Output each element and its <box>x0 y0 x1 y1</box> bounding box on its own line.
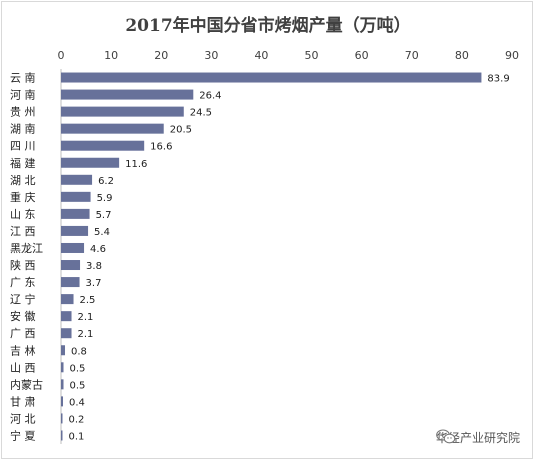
value-label: 3.8 <box>86 261 102 272</box>
category-label: 甘 肃 <box>10 395 36 408</box>
category-label: 重 庆 <box>10 190 36 204</box>
value-label: 20.5 <box>170 125 192 136</box>
category-label: 河 北 <box>10 412 36 425</box>
bar <box>61 413 63 424</box>
value-label: 0.8 <box>71 346 87 357</box>
bar <box>61 242 85 253</box>
watermark: 华经产业研究院 <box>436 429 520 446</box>
x-tick-label: 70 <box>405 49 419 62</box>
category-label: 山 西 <box>10 361 36 374</box>
x-tick-label: 20 <box>154 49 168 62</box>
category-label: 广 东 <box>10 276 36 289</box>
category-label: 山 东 <box>10 208 36 221</box>
x-tick-label: 90 <box>505 49 519 62</box>
bar <box>61 191 91 202</box>
value-label: 0.1 <box>69 431 85 442</box>
bars: 云 南 83.9 河 南 26.4 贵 州 24.5 湖 南 20.5 四 川 16.6 福 建 11… <box>10 72 510 443</box>
value-label: 0.2 <box>69 414 85 425</box>
value-label: 2.1 <box>78 312 94 323</box>
value-label: 11.6 <box>125 159 147 170</box>
bar <box>61 396 64 407</box>
bar <box>61 106 184 117</box>
bar <box>61 345 66 356</box>
bar <box>61 157 120 168</box>
category-label: 湖 南 <box>10 123 36 136</box>
value-label: 4.6 <box>90 244 106 255</box>
value-label: 2.5 <box>80 295 96 306</box>
category-label: 内蒙古 <box>10 377 43 391</box>
bar <box>61 72 482 83</box>
bar <box>61 260 81 271</box>
x-tick-label: 0 <box>58 49 65 62</box>
wechat-icon <box>436 429 456 444</box>
category-label: 贵 州 <box>10 106 36 119</box>
category-label: 河 南 <box>10 89 36 102</box>
category-label: 吉 林 <box>10 343 36 357</box>
bar <box>61 208 90 219</box>
x-tick-label: 80 <box>455 49 469 62</box>
x-tick-label: 40 <box>254 49 268 62</box>
value-label: 24.5 <box>190 108 212 119</box>
bar <box>61 140 145 151</box>
category-label: 云 南 <box>10 72 36 85</box>
value-label: 83.9 <box>487 74 509 85</box>
category-label: 辽 宁 <box>10 292 36 306</box>
bar <box>61 89 194 100</box>
value-label: 0.5 <box>70 363 86 374</box>
chart-title: 2017年中国分省市烤烟产量（万吨） <box>125 15 410 36</box>
category-label: 陕 西 <box>10 258 36 272</box>
category-label: 湖 北 <box>10 174 36 187</box>
value-label: 26.4 <box>199 91 221 102</box>
value-label: 5.7 <box>96 210 112 221</box>
bar <box>61 174 93 185</box>
category-label: 江 西 <box>10 225 36 238</box>
value-label: 5.9 <box>97 193 113 204</box>
bar <box>61 277 80 288</box>
bar <box>61 311 72 322</box>
value-label: 0.5 <box>70 380 86 391</box>
bar <box>61 379 64 390</box>
watermark-text: 华经产业研究院 <box>435 431 520 445</box>
bar <box>61 123 164 134</box>
x-axis-ticks: 0 10 20 30 40 50 60 70 80 90 <box>58 49 519 444</box>
x-tick-label: 60 <box>355 49 369 62</box>
bar <box>61 430 63 441</box>
value-label: 5.4 <box>94 227 110 238</box>
category-label: 黑龙江 <box>10 242 43 255</box>
bar <box>61 225 89 236</box>
value-label: 0.4 <box>69 397 85 408</box>
category-label: 宁 夏 <box>10 428 36 442</box>
value-label: 6.2 <box>98 176 114 187</box>
category-label: 广 西 <box>10 327 36 340</box>
category-label: 福 建 <box>10 156 36 170</box>
bar <box>61 362 64 373</box>
bar <box>61 294 74 305</box>
category-label: 安 徽 <box>10 309 36 323</box>
value-label: 16.6 <box>150 142 172 153</box>
category-label: 四 川 <box>10 140 36 153</box>
x-tick-label: 30 <box>204 49 218 62</box>
x-tick-label: 10 <box>104 49 118 62</box>
value-label: 2.1 <box>78 329 94 340</box>
value-label: 3.7 <box>86 278 102 289</box>
bar <box>61 328 72 339</box>
x-tick-label: 50 <box>305 49 319 62</box>
